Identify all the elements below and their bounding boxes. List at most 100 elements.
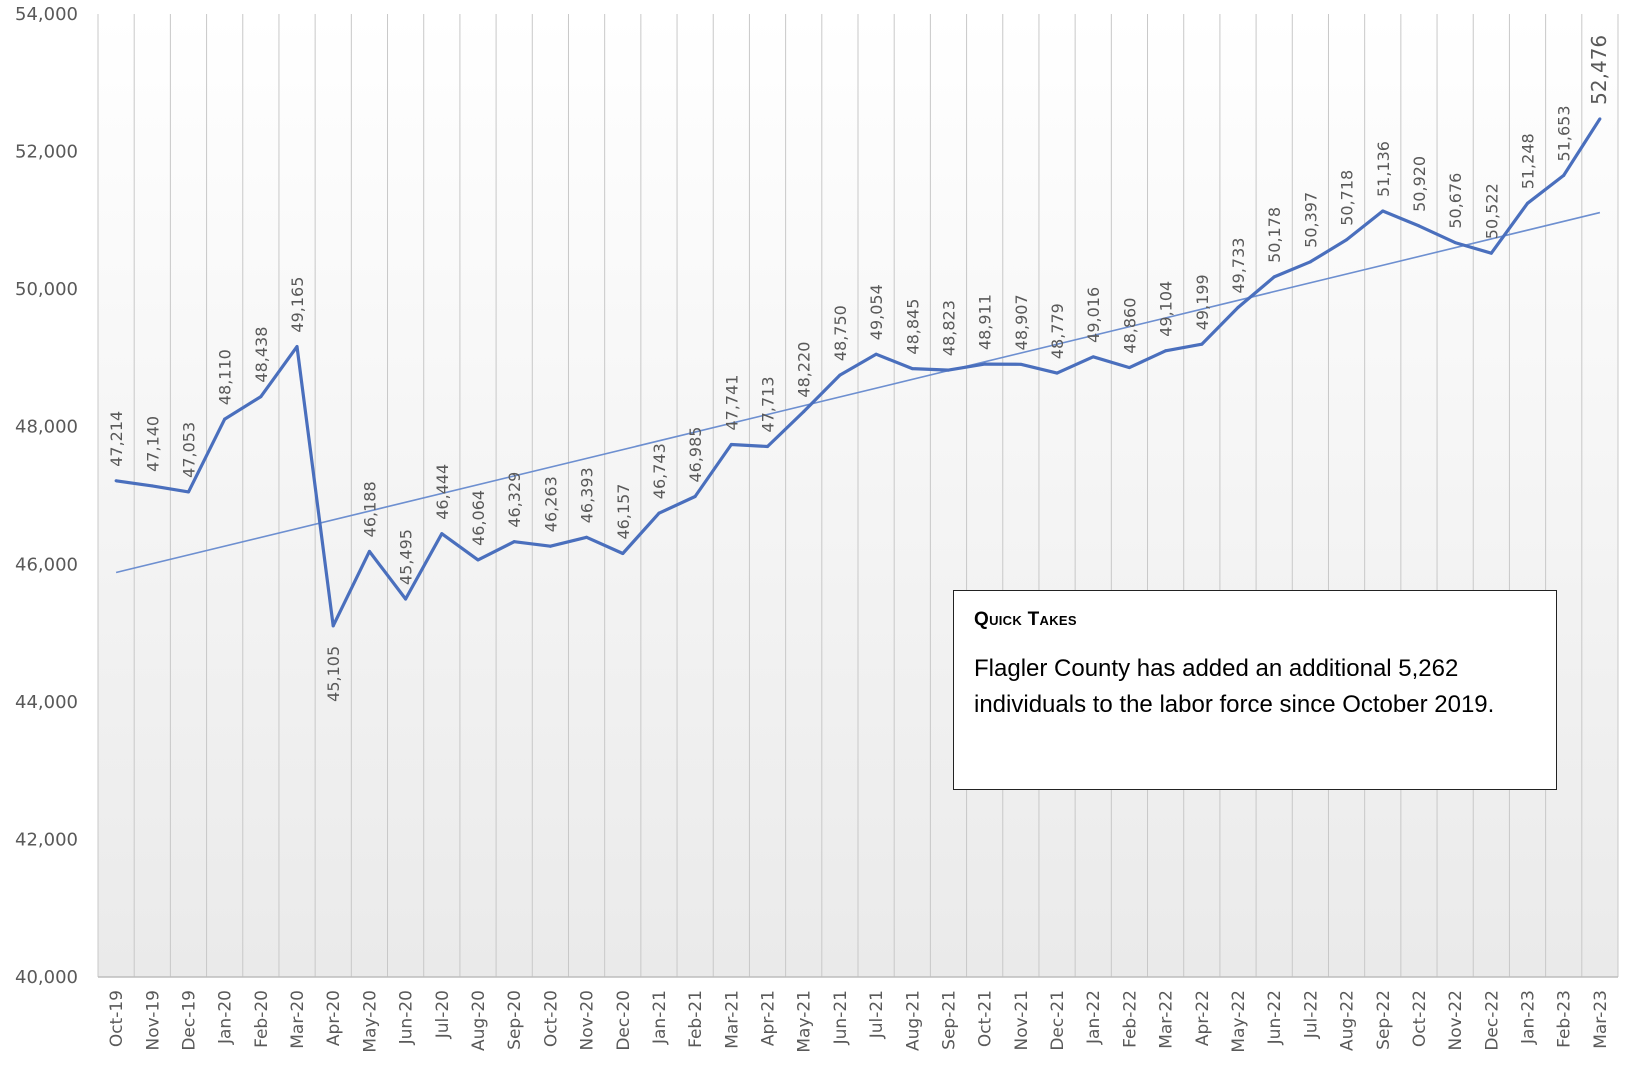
data-point xyxy=(585,535,589,539)
data-label: 48,750 xyxy=(831,305,850,361)
x-tick-label: Oct-19 xyxy=(107,990,127,1047)
x-tick-label: Dec-22 xyxy=(1482,990,1502,1051)
data-label: 49,104 xyxy=(1157,281,1176,337)
data-label: 48,860 xyxy=(1120,298,1139,354)
x-tick-label: Jul-21 xyxy=(867,990,887,1039)
x-tick-label: Jun-20 xyxy=(397,990,417,1045)
x-tick-label: Feb-20 xyxy=(252,990,272,1048)
data-point xyxy=(729,443,733,447)
data-labels: 47,214 47,140 47,053 48,110 48,438 49,165 45,1… xyxy=(107,35,1611,702)
data-label: 46,444 xyxy=(433,464,452,520)
data-point xyxy=(114,479,118,483)
data-label: 50,920 xyxy=(1410,156,1429,212)
data-point xyxy=(838,373,842,377)
data-label: 45,495 xyxy=(397,529,416,585)
x-tick-label: Feb-23 xyxy=(1555,990,1575,1048)
y-tick-label: 42,000 xyxy=(15,829,78,850)
data-point xyxy=(331,624,335,628)
data-label: 47,214 xyxy=(107,411,126,467)
data-label: 51,136 xyxy=(1374,141,1393,197)
x-tick-label: Nov-19 xyxy=(143,990,163,1051)
series-line xyxy=(115,117,1602,628)
data-point xyxy=(1417,224,1421,228)
data-label: 47,140 xyxy=(143,416,162,472)
data-point xyxy=(1489,251,1493,255)
x-tick-label: Aug-20 xyxy=(469,990,489,1051)
x-tick-label: Jun-21 xyxy=(831,990,851,1045)
data-label: 48,220 xyxy=(795,342,814,398)
data-label: 46,263 xyxy=(541,476,560,532)
data-label: 50,522 xyxy=(1482,183,1501,239)
data-point xyxy=(1453,241,1457,245)
x-tick-label: Feb-21 xyxy=(686,990,706,1048)
data-point xyxy=(983,362,987,366)
data-label: 48,779 xyxy=(1048,303,1067,359)
x-tick-label: Dec-20 xyxy=(614,990,634,1051)
data-point xyxy=(548,544,552,548)
quick-takes-title: Quick Takes xyxy=(974,609,1077,630)
x-tick-label: Aug-22 xyxy=(1338,990,1358,1051)
data-point xyxy=(1598,117,1602,121)
y-tick-label: 44,000 xyxy=(15,692,78,713)
data-point xyxy=(186,490,190,494)
x-tick-label: Feb-22 xyxy=(1120,990,1140,1048)
x-tick-label: Jul-22 xyxy=(1301,990,1321,1039)
data-label: 50,718 xyxy=(1338,170,1357,226)
x-tick-label: Nov-20 xyxy=(578,990,598,1051)
x-tick-label: Jan-20 xyxy=(216,990,236,1045)
data-label: 50,676 xyxy=(1446,173,1465,229)
data-point xyxy=(1164,349,1168,353)
x-tick-label: Jan-22 xyxy=(1084,990,1104,1045)
x-tick-label: May-20 xyxy=(360,990,380,1053)
data-point xyxy=(946,368,950,372)
data-point xyxy=(259,395,263,399)
data-label: 49,165 xyxy=(288,277,307,333)
data-point xyxy=(1381,209,1385,213)
x-tick-label: Jan-21 xyxy=(650,990,670,1045)
data-label: 50,178 xyxy=(1265,207,1284,263)
x-tick-label: Mar-20 xyxy=(288,990,308,1049)
data-label: 49,016 xyxy=(1084,287,1103,343)
data-label: 46,743 xyxy=(650,443,669,499)
data-label: 46,188 xyxy=(360,481,379,537)
quick-takes-body: Flagler County has added an additional 5… xyxy=(974,655,1495,718)
x-tick-label: Aug-21 xyxy=(903,990,923,1051)
x-tick-label: Mar-21 xyxy=(722,990,742,1049)
trendline xyxy=(115,211,1601,574)
x-tick-label: Sep-22 xyxy=(1374,990,1394,1050)
data-label: 50,397 xyxy=(1301,192,1320,248)
data-label: 46,393 xyxy=(578,467,597,523)
x-tick-label: May-22 xyxy=(1229,990,1249,1053)
x-tick-label: Sep-21 xyxy=(939,990,959,1050)
data-label: 46,064 xyxy=(469,490,488,546)
x-tick-label: May-21 xyxy=(795,990,815,1053)
data-point xyxy=(1562,173,1566,177)
data-point xyxy=(440,532,444,536)
data-point xyxy=(693,495,697,499)
x-tick-label: Jan-23 xyxy=(1519,990,1539,1045)
data-label: 47,053 xyxy=(179,422,198,478)
x-tick-label: Dec-19 xyxy=(179,990,199,1051)
data-point xyxy=(1345,238,1349,242)
data-label: 47,741 xyxy=(722,375,741,431)
data-point xyxy=(1526,201,1530,205)
data-label: 47,713 xyxy=(759,376,778,432)
x-tick-label: Apr-22 xyxy=(1193,990,1213,1046)
x-tick-label: Jun-22 xyxy=(1265,990,1285,1045)
data-point xyxy=(874,352,878,356)
quick-takes-box: Quick Takes Flagler County has added an … xyxy=(953,590,1557,790)
data-label: 48,823 xyxy=(939,300,958,356)
data-label: 48,911 xyxy=(976,294,995,350)
data-point xyxy=(802,410,806,414)
series xyxy=(114,117,1602,628)
data-label: 46,157 xyxy=(614,484,633,540)
data-point xyxy=(766,444,770,448)
x-tick-label: Mar-23 xyxy=(1591,990,1611,1049)
x-tick-label: Sep-20 xyxy=(505,990,525,1050)
data-point xyxy=(1019,362,1023,366)
data-label: 46,985 xyxy=(686,427,705,483)
y-tick-label: 40,000 xyxy=(15,967,78,988)
x-tick-label: Mar-22 xyxy=(1157,990,1177,1049)
